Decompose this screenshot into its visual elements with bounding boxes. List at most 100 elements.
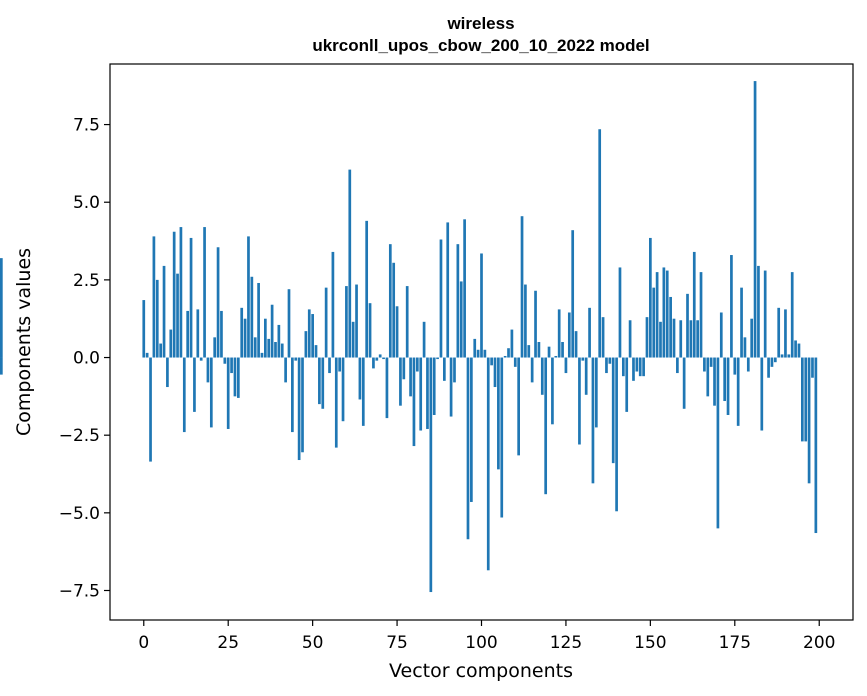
bar [240,307,244,358]
bar [257,282,260,358]
bar [804,357,808,442]
bar [503,355,507,358]
bar [470,357,473,502]
bar [226,357,230,429]
bar [686,293,689,358]
bar [709,357,713,367]
bar [517,357,520,456]
x-tick-label: 75 [386,633,408,653]
bar [213,337,217,358]
bar [409,357,412,397]
bar [155,279,159,358]
bar [486,357,490,571]
bar [297,357,301,461]
bar [520,216,524,358]
bar [402,357,406,380]
x-axis-ticks: 0 25 50 75 100 125 150 175 200 [138,620,835,653]
x-axis-label: Vector components [389,660,573,682]
bar [209,357,213,428]
bar [703,357,706,372]
bar [679,320,683,358]
bar [662,267,666,358]
bar [699,272,703,358]
bar [220,310,223,358]
bar [415,357,419,372]
bar [743,337,747,358]
bar [784,309,787,358]
bar [351,321,355,358]
bar [574,331,578,358]
bar [561,342,564,358]
bar [540,357,544,395]
bar [537,342,541,358]
bar [730,255,733,358]
bars-group [0,81,818,593]
bar [324,287,328,358]
bar [361,357,365,426]
bar [594,357,598,428]
bar [0,357,3,375]
bar [676,357,679,374]
bar [216,247,220,358]
bar [223,357,227,364]
bar [571,230,575,358]
bar [328,357,331,374]
bar [584,357,588,395]
bar [490,357,493,366]
bar [659,321,662,358]
bar [628,320,632,358]
bar [682,357,686,409]
bar [483,349,487,358]
bar [334,357,338,448]
bar [557,309,561,358]
bar [341,357,345,422]
bar [510,329,514,358]
x-tick-label: 125 [550,633,582,653]
bar [814,357,818,534]
bar [385,357,389,419]
bar [436,357,439,360]
bar [524,284,527,358]
plot-frame [109,63,854,621]
bar [753,81,757,358]
bar [365,220,369,358]
bar [794,340,797,358]
bar [392,262,396,358]
bar [189,237,193,358]
bar [307,309,311,358]
bar [348,169,352,358]
bar [544,357,548,495]
bar [318,357,321,405]
bar [429,357,433,593]
bar [449,357,453,417]
bar [497,357,500,470]
bar [601,317,605,358]
bar [760,357,764,431]
bar [453,357,456,383]
bar [649,237,652,358]
bar [142,300,146,358]
bar [206,357,210,383]
bar [672,318,676,358]
bar [625,357,629,412]
bar [716,357,720,529]
bar [230,357,233,374]
x-tick-label: 50 [302,633,324,653]
x-tick-label: 175 [719,633,751,653]
bar [615,357,618,512]
bar [534,290,537,358]
bar [368,303,372,358]
y-tick-label: 0.0 [73,349,100,369]
bar [564,357,568,374]
bar [652,287,656,358]
bar [777,307,781,358]
bar [513,357,517,367]
bar [186,310,190,358]
bar [166,357,169,388]
bar [294,357,298,361]
bar [750,318,754,358]
bar [388,244,392,358]
bar [236,357,240,398]
y-tick-label: 7.5 [73,116,100,136]
bar [284,357,287,383]
